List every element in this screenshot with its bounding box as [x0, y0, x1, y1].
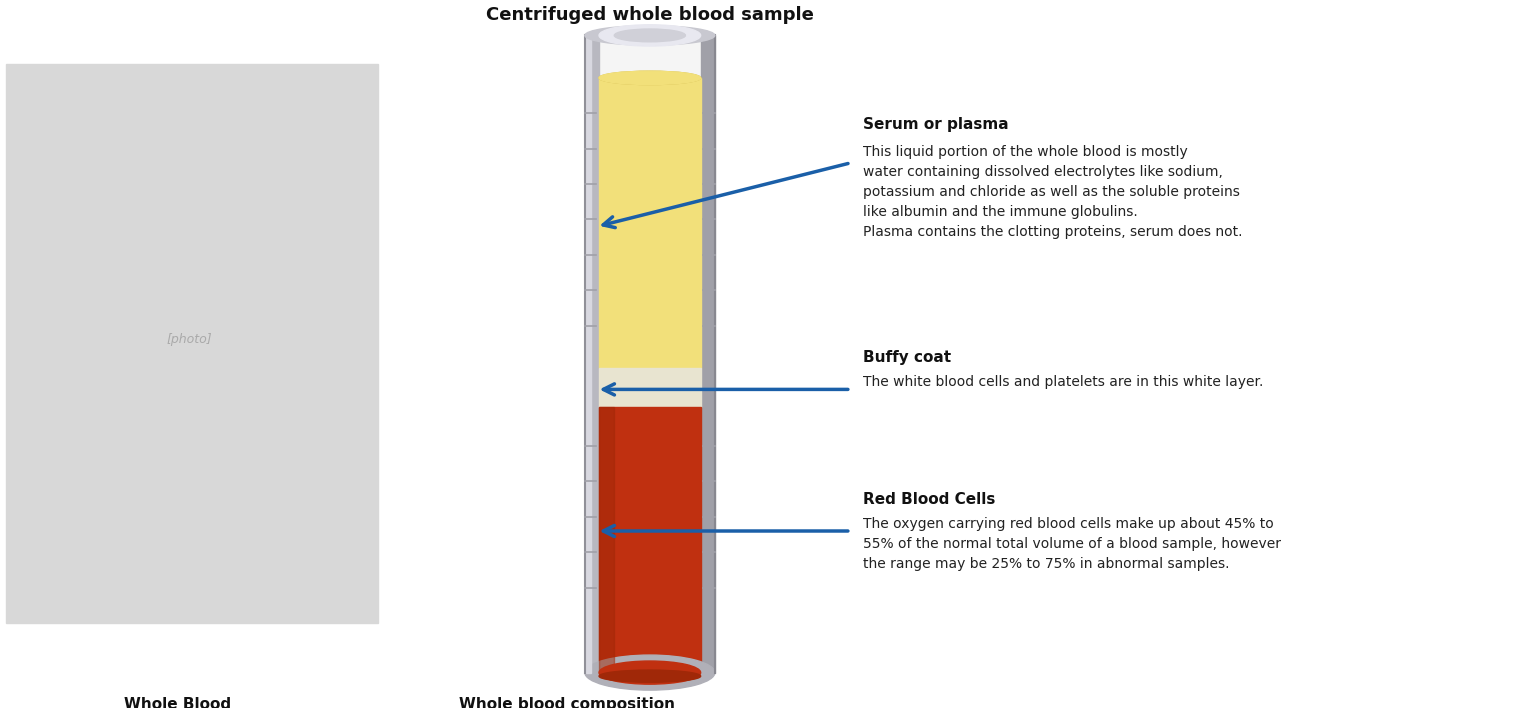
Bar	[6, 64, 378, 623]
Text: Buffy coat: Buffy coat	[863, 350, 951, 365]
Text: Red Blood Cells: Red Blood Cells	[863, 492, 995, 507]
Text: Whole Blood: Whole Blood	[124, 697, 230, 708]
Bar	[587, 35, 590, 673]
Ellipse shape	[599, 72, 700, 84]
Bar	[585, 35, 599, 673]
Text: Centrifuged whole blood sample: Centrifuged whole blood sample	[485, 6, 814, 23]
Ellipse shape	[585, 25, 714, 45]
Ellipse shape	[599, 670, 700, 683]
Bar	[599, 78, 700, 368]
Text: Serum or plasma: Serum or plasma	[863, 117, 1008, 132]
Text: The oxygen carrying red blood cells make up about 45% to
55% of the normal total: The oxygen carrying red blood cells make…	[863, 517, 1281, 571]
Text: Whole blood composition: Whole blood composition	[459, 697, 676, 708]
Bar	[599, 407, 614, 673]
Ellipse shape	[599, 25, 700, 46]
Ellipse shape	[585, 655, 714, 690]
Bar	[599, 35, 700, 673]
Text: The white blood cells and platelets are in this white layer.: The white blood cells and platelets are …	[863, 375, 1263, 389]
Ellipse shape	[614, 29, 685, 42]
Bar	[700, 35, 714, 673]
Text: This liquid portion of the whole blood is mostly
water containing dissolved elec: This liquid portion of the whole blood i…	[863, 145, 1243, 239]
Bar	[599, 407, 700, 673]
Text: [photo]: [photo]	[166, 333, 212, 346]
Ellipse shape	[599, 661, 700, 684]
Bar	[599, 368, 700, 407]
